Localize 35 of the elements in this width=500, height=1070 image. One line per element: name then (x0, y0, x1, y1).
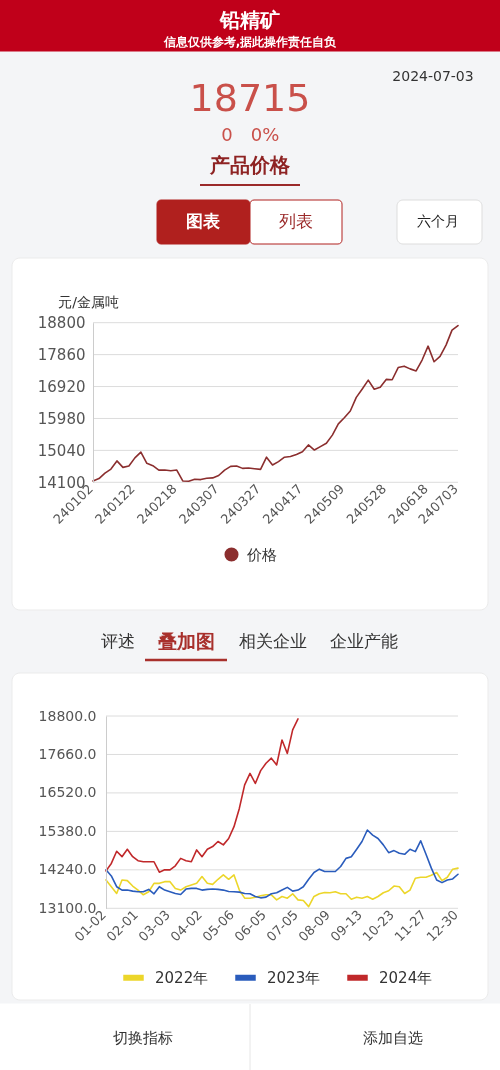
text: 18715 (189, 76, 311, 120)
y-tick-label: 15980 (37, 409, 86, 428)
text: 添加自选 (363, 1029, 423, 1047)
legend-label: 2024年 (379, 968, 433, 987)
text: 切换指标 (113, 1029, 173, 1047)
y-tick-label: 17860 (37, 346, 86, 365)
text: 图表 (186, 211, 221, 231)
text: 产品价格 (209, 153, 291, 177)
line-series (105, 829, 459, 899)
text: 六个月 (417, 213, 459, 229)
chart-subtitle: 信息仅供参考,据此操作责任自负 (162, 35, 338, 49)
y-tick-label: 18800 (37, 314, 86, 333)
y-tick-label: 16520.0 (38, 784, 97, 801)
text: 列表 (279, 211, 313, 231)
y-tick-label: 14240.0 (38, 861, 97, 878)
text: 0 (221, 124, 233, 145)
chart-title: 铅精矿 (219, 8, 280, 32)
legend-label: 2023年 (267, 968, 321, 987)
y-tick-label: 18800.0 (38, 707, 97, 724)
y-axis-title: 元/金属吨 (58, 293, 119, 310)
y-tick-label: 15040 (37, 441, 86, 460)
text: 2024-07-03 (392, 68, 474, 84)
line-series (105, 867, 459, 908)
y-tick-label: 17660.0 (38, 745, 97, 762)
line-series (105, 718, 299, 873)
text: 叠加图 (156, 630, 215, 652)
text: 评述 (101, 631, 135, 651)
text: 企业产能 (330, 631, 398, 651)
legend-label: 2022年 (155, 968, 209, 987)
line-series (92, 324, 459, 483)
legend-label: 价格 (246, 545, 277, 564)
text: 0% (250, 124, 280, 145)
text: 相关企业 (239, 631, 307, 651)
y-tick-label: 15380.0 (38, 822, 97, 839)
y-tick-label: 16920 (37, 378, 86, 397)
